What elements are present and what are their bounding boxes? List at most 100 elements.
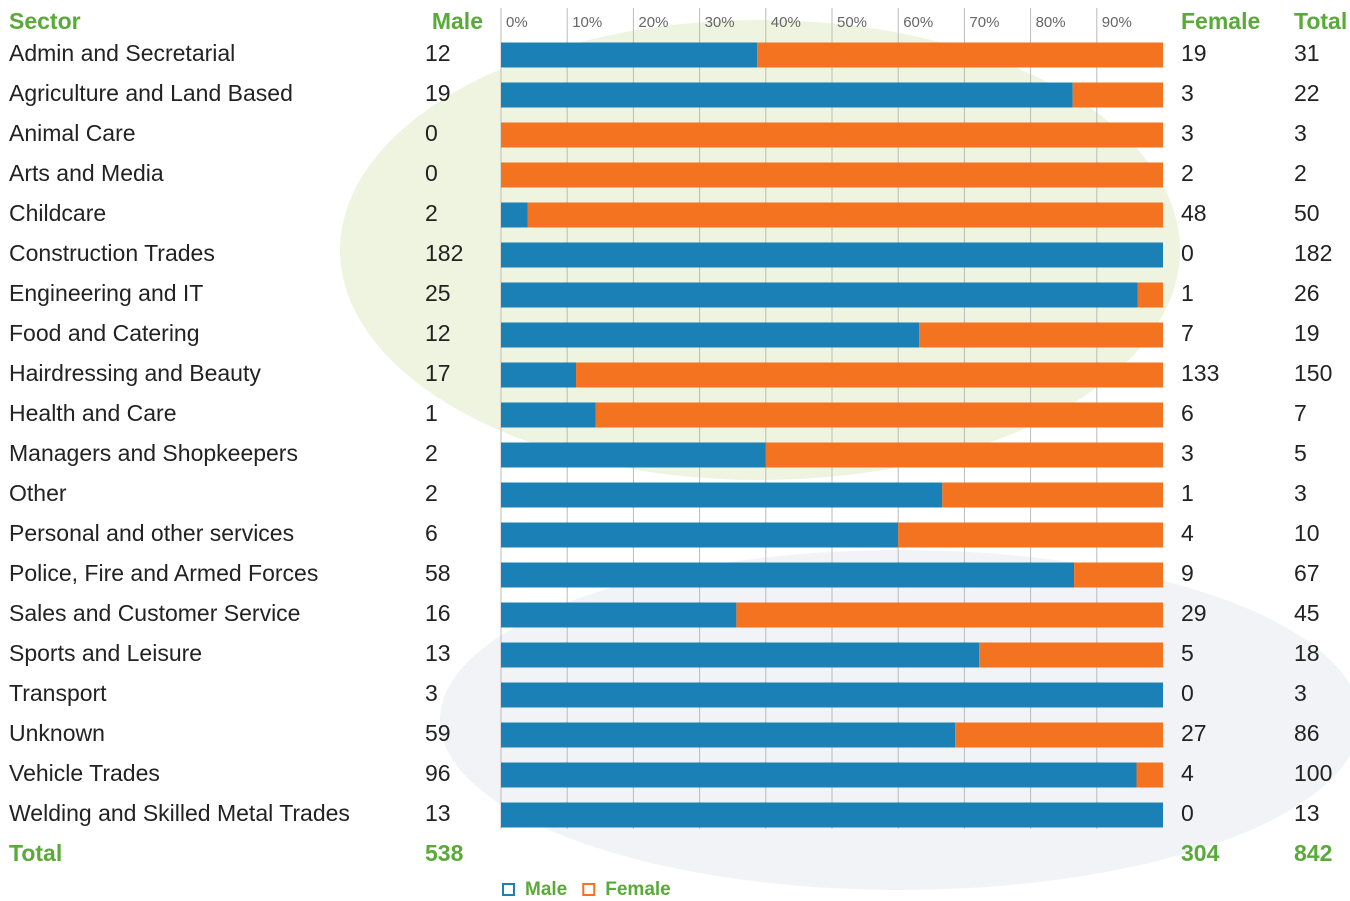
female-count: 2	[1181, 160, 1194, 186]
bar-segment	[942, 482, 1163, 508]
female-count: 0	[1181, 800, 1194, 826]
bar-segment	[1072, 82, 1163, 108]
male-count: 2	[425, 440, 438, 466]
female-count: 1	[1181, 480, 1194, 506]
bar-segment	[955, 722, 1163, 748]
total-row-total: 842	[1294, 840, 1332, 866]
total-row-label: Total	[9, 840, 62, 866]
bar-segment	[595, 402, 1163, 428]
sector-label: Welding and Skilled Metal Trades	[9, 800, 350, 826]
sector-label: Engineering and IT	[9, 280, 203, 306]
bar-segment	[501, 762, 1137, 788]
sector-label: Police, Fire and Armed Forces	[9, 560, 318, 586]
bar-segment	[757, 42, 1163, 68]
total-count: 3	[1294, 680, 1307, 706]
male-count: 13	[425, 800, 451, 826]
x-tick-label: 30%	[705, 14, 735, 31]
bar-segment	[919, 322, 1163, 348]
male-count: 0	[425, 160, 438, 186]
total-count: 150	[1294, 360, 1332, 386]
male-count: 25	[425, 280, 451, 306]
male-count: 0	[425, 120, 438, 146]
female-count: 133	[1181, 360, 1219, 386]
x-tick-label: 0%	[506, 14, 528, 31]
sector-label: Construction Trades	[9, 240, 215, 266]
legend-swatch	[502, 883, 515, 896]
female-count: 27	[1181, 720, 1207, 746]
bar-segment	[501, 362, 577, 388]
total-count: 67	[1294, 560, 1320, 586]
total-count: 2	[1294, 160, 1307, 186]
bar-segment	[898, 522, 1163, 548]
female-count: 6	[1181, 400, 1194, 426]
female-count: 29	[1181, 600, 1207, 626]
bar-segment	[979, 642, 1163, 668]
total-count: 45	[1294, 600, 1320, 626]
total-count: 10	[1294, 520, 1320, 546]
bar-segment	[501, 282, 1138, 308]
x-tick-label: 40%	[771, 14, 801, 31]
bar-segment	[501, 402, 596, 428]
female-count: 19	[1181, 40, 1207, 66]
x-tick-label: 10%	[572, 14, 602, 31]
column-header: Male	[432, 8, 483, 34]
total-count: 182	[1294, 240, 1332, 266]
sector-label: Childcare	[9, 200, 106, 226]
sector-label: Sales and Customer Service	[9, 600, 300, 626]
sector-label: Agriculture and Land Based	[9, 80, 293, 106]
bar-segment	[527, 202, 1163, 228]
column-header: Total	[1294, 8, 1347, 34]
sector-label: Hairdressing and Beauty	[9, 360, 261, 386]
male-count: 19	[425, 80, 451, 106]
bar-segment	[1136, 762, 1163, 788]
total-count: 50	[1294, 200, 1320, 226]
female-count: 7	[1181, 320, 1194, 346]
bar-segment	[501, 242, 1163, 268]
column-header: Sector	[9, 8, 81, 34]
x-tick-label: 70%	[969, 14, 999, 31]
sector-label: Transport	[9, 680, 107, 706]
bar-segment	[501, 202, 528, 228]
x-tick-label: 50%	[837, 14, 867, 31]
bar-segment	[1074, 562, 1163, 588]
bar-segment	[501, 162, 1163, 188]
female-count: 48	[1181, 200, 1207, 226]
bar-segment	[736, 602, 1163, 628]
male-count: 1	[425, 400, 438, 426]
x-tick-label: 60%	[903, 14, 933, 31]
total-count: 5	[1294, 440, 1307, 466]
sector-label: Sports and Leisure	[9, 640, 202, 666]
sector-label: Personal and other services	[9, 520, 294, 546]
female-count: 9	[1181, 560, 1194, 586]
total-count: 3	[1294, 120, 1307, 146]
total-count: 86	[1294, 720, 1320, 746]
bar-segment	[501, 642, 980, 668]
female-count: 5	[1181, 640, 1194, 666]
legend-label: Female	[605, 879, 670, 900]
total-count: 13	[1294, 800, 1320, 826]
male-count: 13	[425, 640, 451, 666]
male-count: 96	[425, 760, 451, 786]
male-count: 182	[425, 240, 463, 266]
male-count: 16	[425, 600, 451, 626]
total-count: 31	[1294, 40, 1320, 66]
bar-segment	[501, 522, 899, 548]
male-count: 12	[425, 40, 451, 66]
sector-label: Managers and Shopkeepers	[9, 440, 298, 466]
female-count: 0	[1181, 680, 1194, 706]
female-count: 4	[1181, 520, 1194, 546]
female-count: 3	[1181, 80, 1194, 106]
total-row-female: 304	[1181, 840, 1220, 866]
female-count: 3	[1181, 440, 1194, 466]
total-count: 22	[1294, 80, 1320, 106]
bar-segment	[501, 82, 1073, 108]
male-count: 3	[425, 680, 438, 706]
sector-label: Health and Care	[9, 400, 177, 426]
bar-segment	[1137, 282, 1163, 308]
background-shape	[440, 550, 1350, 890]
sector-label: Unknown	[9, 720, 105, 746]
total-count: 3	[1294, 480, 1307, 506]
male-count: 59	[425, 720, 451, 746]
sector-label: Food and Catering	[9, 320, 200, 346]
